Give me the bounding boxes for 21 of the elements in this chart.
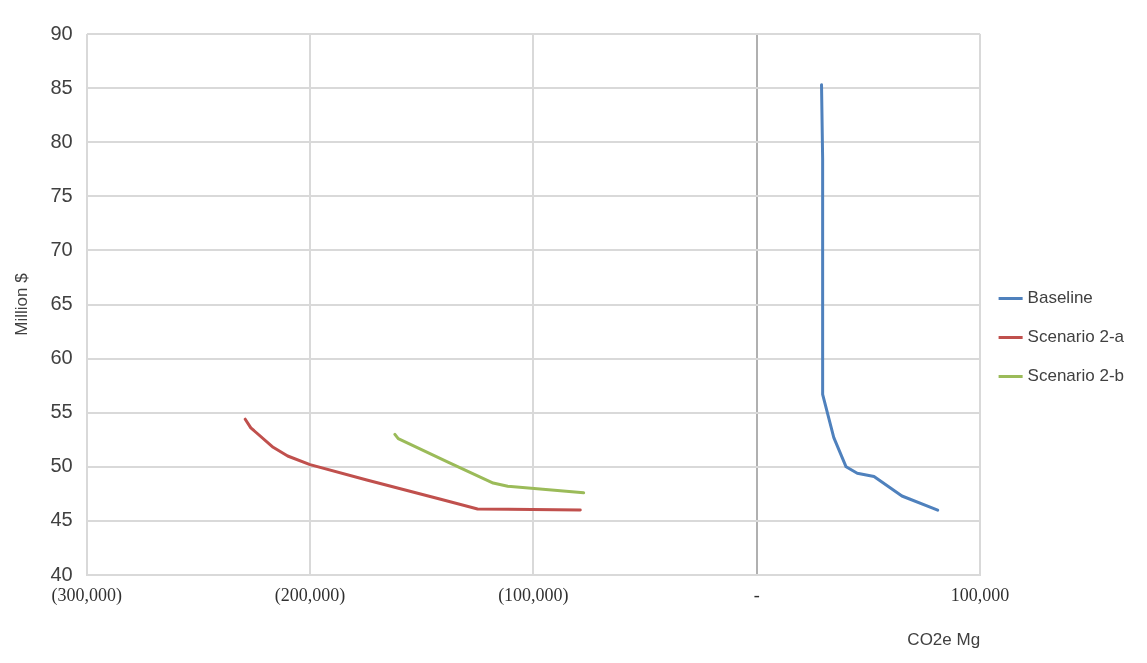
- y-tick-label: 90: [50, 21, 73, 44]
- x-axis-title: CO2e Mg: [907, 630, 981, 650]
- legend-label: Baseline: [1027, 288, 1093, 308]
- y-tick-label: 75: [50, 183, 73, 206]
- x-tick-label: (300,000): [51, 584, 122, 606]
- y-tick-label: 45: [50, 508, 73, 531]
- y-tick-label: 40: [50, 562, 73, 585]
- y-tick-label: 65: [50, 292, 73, 315]
- legend-label: Scenario 2-a: [1027, 327, 1125, 347]
- y-tick-label: 55: [50, 400, 73, 423]
- y-axis-title: Million $: [11, 272, 31, 336]
- x-tick-label: (200,000): [274, 584, 346, 606]
- x-tick-label: -: [753, 584, 760, 605]
- y-tick-label: 80: [50, 129, 73, 152]
- y-tick-label: 50: [50, 454, 73, 477]
- y-tick-label: 60: [50, 346, 73, 369]
- x-tick-label: (100,000): [498, 584, 569, 606]
- y-tick-label: 85: [50, 75, 73, 98]
- x-tick-label: 100,000: [950, 584, 1010, 605]
- legend-label: Scenario 2-b: [1027, 366, 1124, 386]
- y-tick-label: 70: [50, 237, 73, 260]
